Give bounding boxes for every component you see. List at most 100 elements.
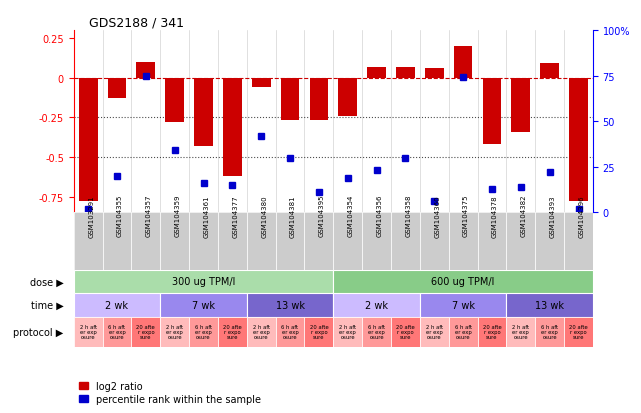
Bar (79, 78, 97, 202)
Text: GSM104354: GSM104354 (347, 195, 354, 237)
Text: GSM104355: GSM104355 (117, 195, 123, 237)
Text: 2 h aft
er exp
osure: 2 h aft er exp osure (426, 324, 443, 339)
Text: GSM104382: GSM104382 (520, 195, 527, 237)
Bar (160, 317, 189, 347)
Text: GSM104361: GSM104361 (204, 195, 210, 237)
Bar (281, 78, 299, 121)
Text: 600 ug TPM/l: 600 ug TPM/l (431, 277, 495, 287)
Text: 300 ug TPM/l: 300 ug TPM/l (172, 277, 235, 287)
Bar (338, 78, 357, 116)
Bar (454, 47, 472, 78)
Text: GSM104375: GSM104375 (463, 195, 469, 237)
Bar (103, 317, 131, 347)
Bar (420, 317, 449, 347)
Bar (506, 317, 535, 347)
Bar (535, 213, 564, 270)
Text: 2 wk: 2 wk (365, 300, 388, 310)
Bar (333, 270, 593, 293)
Bar (564, 213, 593, 270)
Bar (362, 213, 391, 270)
Bar (247, 317, 276, 347)
Bar (160, 213, 189, 270)
Bar (478, 317, 506, 347)
Text: 2 h aft
er exp
osure: 2 h aft er exp osure (79, 324, 97, 339)
Bar (160, 293, 247, 317)
Text: 20 afte
r expo
sure: 20 afte r expo sure (569, 324, 588, 339)
Bar (569, 78, 588, 202)
Bar (276, 317, 304, 347)
Bar (74, 270, 333, 293)
Bar (276, 213, 304, 270)
Text: 2 h aft
er exp
osure: 2 h aft er exp osure (166, 324, 183, 339)
Bar (449, 317, 478, 347)
Bar (310, 78, 328, 121)
Text: 13 wk: 13 wk (535, 300, 564, 310)
Bar (396, 67, 415, 78)
Bar (333, 293, 420, 317)
Text: GSM104378: GSM104378 (492, 195, 498, 237)
Text: GSM104359: GSM104359 (174, 195, 181, 237)
Text: GDS2188 / 341: GDS2188 / 341 (89, 17, 185, 30)
Bar (333, 213, 362, 270)
Text: 6 h aft
er exp
osure: 6 h aft er exp osure (454, 324, 472, 339)
Text: dose ▶: dose ▶ (29, 277, 63, 287)
Text: GSM104377: GSM104377 (233, 195, 238, 237)
Bar (420, 293, 506, 317)
Bar (137, 63, 155, 78)
Bar (108, 78, 126, 99)
Bar (391, 317, 420, 347)
Text: 6 h aft
er exp
osure: 6 h aft er exp osure (281, 324, 299, 339)
Text: GSM104356: GSM104356 (377, 195, 383, 237)
Bar (194, 78, 213, 147)
Bar (189, 213, 218, 270)
Bar (165, 78, 184, 123)
Bar (483, 78, 501, 145)
Bar (564, 317, 593, 347)
Text: protocol ▶: protocol ▶ (13, 327, 63, 337)
Text: 6 h aft
er exp
osure: 6 h aft er exp osure (541, 324, 558, 339)
Bar (478, 213, 506, 270)
Text: GSM104396: GSM104396 (579, 195, 585, 237)
Text: 2 h aft
er exp
osure: 2 h aft er exp osure (512, 324, 529, 339)
Bar (449, 213, 478, 270)
Text: GSM104357: GSM104357 (146, 195, 152, 237)
Text: time ▶: time ▶ (31, 300, 63, 310)
Text: 2 wk: 2 wk (106, 300, 128, 310)
Bar (362, 317, 391, 347)
Bar (131, 213, 160, 270)
Text: GSM103291: GSM103291 (88, 195, 94, 237)
Text: 6 h aft
er exp
osure: 6 h aft er exp osure (108, 324, 126, 339)
Text: 7 wk: 7 wk (192, 300, 215, 310)
Text: 20 afte
r expo
sure: 20 afte r expo sure (310, 324, 328, 339)
Bar (218, 213, 247, 270)
Bar (74, 213, 103, 270)
Text: 6 h aft
er exp
osure: 6 h aft er exp osure (368, 324, 385, 339)
Bar (506, 293, 593, 317)
Text: 2 h aft
er exp
osure: 2 h aft er exp osure (253, 324, 270, 339)
Bar (131, 317, 160, 347)
Bar (223, 78, 242, 176)
Text: GSM104358: GSM104358 (405, 195, 412, 237)
Bar (535, 317, 564, 347)
Text: 20 afte
r expo
sure: 20 afte r expo sure (223, 324, 242, 339)
Bar (540, 64, 559, 78)
Text: 20 afte
r expo
sure: 20 afte r expo sure (483, 324, 501, 339)
Bar (247, 293, 333, 317)
Bar (252, 78, 271, 88)
Bar (304, 213, 333, 270)
Text: 13 wk: 13 wk (276, 300, 304, 310)
Bar (218, 317, 247, 347)
Bar (425, 69, 444, 78)
Bar (189, 317, 218, 347)
Bar (420, 213, 449, 270)
Bar (103, 213, 131, 270)
Text: 7 wk: 7 wk (452, 300, 474, 310)
Bar (304, 317, 333, 347)
Text: 2 h aft
er exp
osure: 2 h aft er exp osure (339, 324, 356, 339)
Bar (74, 293, 160, 317)
Text: GSM104395: GSM104395 (319, 195, 325, 237)
Text: 20 afte
r expo
sure: 20 afte r expo sure (396, 324, 415, 339)
Text: GSM104380: GSM104380 (262, 195, 267, 237)
Bar (506, 213, 535, 270)
Bar (333, 317, 362, 347)
